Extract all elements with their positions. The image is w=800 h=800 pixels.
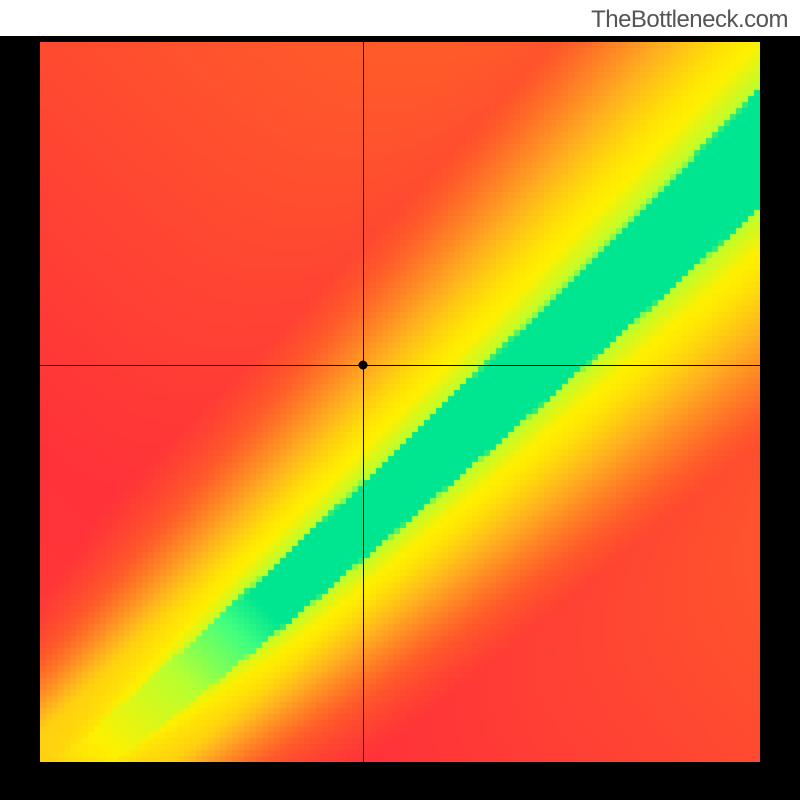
crosshair-horizontal [40,365,760,366]
bottleneck-heatmap [40,42,760,762]
heatmap-canvas [40,42,760,762]
watermark-text: TheBottleneck.com [591,6,788,34]
selection-dot [358,360,367,369]
bottleneck-heatmap-frame [0,36,800,800]
crosshair-vertical [363,42,364,762]
